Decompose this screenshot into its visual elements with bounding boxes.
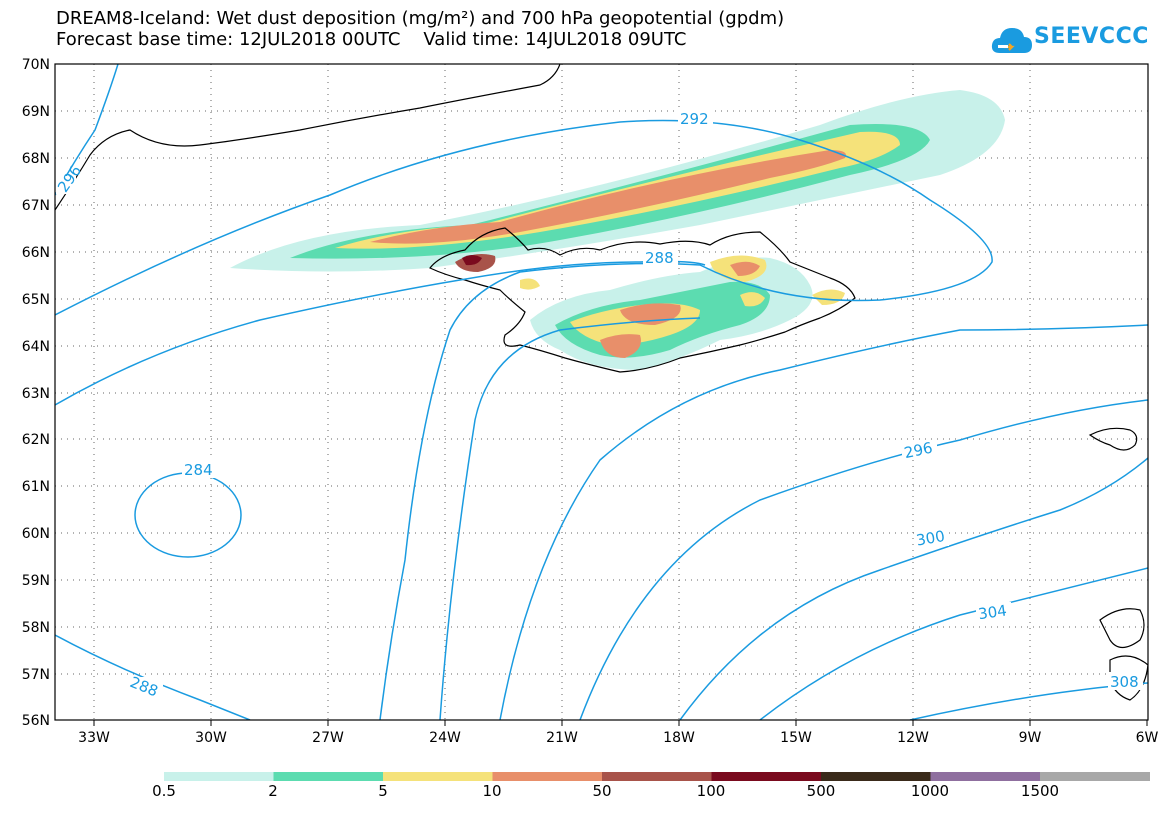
legend-label: 100	[696, 782, 726, 800]
lon-label: 33W	[78, 730, 110, 746]
contour-label-296-east: 296	[902, 439, 934, 463]
legend-label: 10	[482, 782, 502, 800]
lon-label: 27W	[312, 730, 344, 746]
legend-swatch	[930, 772, 1041, 781]
title-line-2: Forecast base time: 12JUL2018 00UTC Vali…	[56, 29, 687, 50]
lon-label: 24W	[429, 730, 461, 746]
cloud-icon	[991, 28, 1032, 53]
lat-label: 62N	[22, 432, 50, 448]
lon-label: 9W	[1019, 730, 1042, 746]
lon-label: 12W	[897, 730, 929, 746]
lat-label: 70N	[22, 57, 50, 73]
lon-label: 6W	[1136, 730, 1159, 746]
legend-swatch	[492, 772, 603, 781]
legend-swatch	[383, 772, 493, 781]
legend-swatch	[821, 772, 931, 781]
lat-label: 59N	[22, 573, 50, 589]
longitude-labels: 33W 30W 27W 24W 21W 18W 15W 12W 9W 6W	[78, 730, 1158, 746]
axis-ticks	[93, 720, 1148, 726]
contour-label-284: 284	[184, 461, 213, 479]
lon-label: 30W	[195, 730, 227, 746]
lon-label: 18W	[663, 730, 695, 746]
lat-label: 69N	[22, 104, 50, 120]
dust-deposition-plume	[230, 90, 1005, 370]
title-line-1: DREAM8-Iceland: Wet dust deposition (mg/…	[56, 8, 785, 29]
legend-label: 0.5	[152, 782, 176, 800]
lat-label: 56N	[22, 713, 50, 729]
seevccc-logo: SEEVCCC	[990, 20, 1150, 60]
lat-label: 61N	[22, 479, 50, 495]
legend-swatch	[164, 772, 274, 781]
lat-label: 66N	[22, 245, 50, 261]
contour-label-304: 304	[977, 601, 1008, 623]
lon-label: 15W	[780, 730, 812, 746]
legend-label: 50	[592, 782, 612, 800]
legend-color-bar	[164, 772, 1150, 781]
lat-label: 68N	[22, 151, 50, 167]
legend-swatch	[711, 772, 822, 781]
lat-label: 60N	[22, 526, 50, 542]
legend-swatch	[602, 772, 712, 781]
legend-label: 5	[378, 782, 388, 800]
legend-label: 2	[268, 782, 278, 800]
legend-label: 500	[806, 782, 836, 800]
lat-label: 57N	[22, 667, 50, 683]
lat-label: 63N	[22, 386, 50, 402]
contour-label-300: 300	[915, 527, 946, 550]
contour-label-288-north: 288	[645, 249, 674, 267]
lat-label: 67N	[22, 198, 50, 214]
lat-label: 64N	[22, 339, 50, 355]
legend-swatch	[273, 772, 384, 781]
lon-label: 21W	[546, 730, 578, 746]
legend-label: 1500	[1020, 782, 1060, 800]
legend-swatch	[1040, 772, 1150, 781]
contour-label-308: 308	[1110, 673, 1139, 691]
map-frame	[54, 63, 1149, 721]
geopotential-contours	[55, 64, 1148, 720]
legend-label: 1000	[910, 782, 950, 800]
logo-text: SEEVCCC	[1034, 24, 1149, 49]
latitude-labels: 70N 69N 68N 67N 66N 65N 64N 63N 62N 61N …	[22, 57, 50, 729]
lat-label: 65N	[22, 292, 50, 308]
lat-label: 58N	[22, 620, 50, 636]
contour-label-292: 292	[680, 110, 709, 128]
grid-lines	[55, 64, 1148, 720]
